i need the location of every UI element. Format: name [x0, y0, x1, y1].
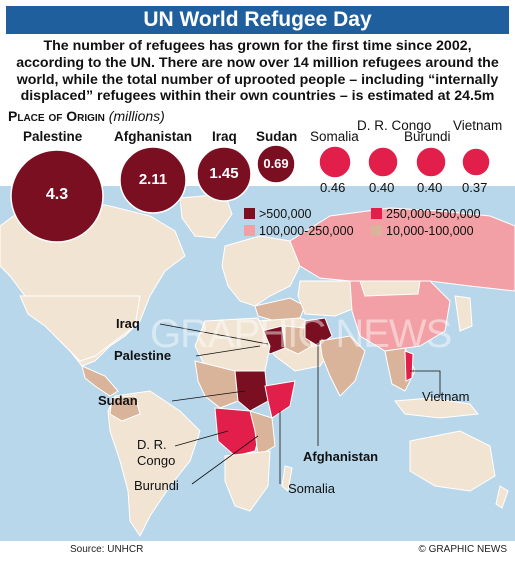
section-unit: (millions): [108, 108, 165, 124]
legend-label: 100,000-250,000: [259, 224, 354, 238]
callout-somalia: Somalia: [288, 481, 335, 496]
bubble-afghanistan: [119, 146, 187, 214]
legend-label: 10,000-100,000: [386, 224, 474, 238]
label-drcongo: D. R. Congo: [357, 118, 432, 133]
value-palestine: 4.3: [45, 186, 69, 203]
intro-text: The number of refugees has grown for the…: [16, 38, 499, 105]
legend-10k-100k: 10,000-100,000: [371, 224, 474, 238]
callout-drcongo-line2: Congo: [137, 453, 176, 468]
label-palestine: Palestine: [23, 129, 83, 144]
callout-vietnam: Vietnam: [422, 389, 470, 404]
callout-line-drcongo: [174, 430, 229, 447]
bubble-burundi: [415, 146, 447, 178]
value-drcongo: 0.40: [369, 180, 395, 195]
legend-swatch: [371, 208, 382, 219]
callout-burundi: Burundi: [134, 478, 179, 493]
callout-sudan: Sudan: [98, 393, 138, 408]
callout-iraq: Iraq: [116, 316, 140, 331]
indonesia: [394, 397, 479, 419]
legend-250k-500k: 250,000-500,000: [371, 207, 481, 221]
legend-100k-250k: 100,000-250,000: [244, 224, 354, 238]
south-asia: [319, 335, 366, 397]
europe: [221, 235, 301, 307]
south-america: [107, 390, 201, 537]
callout-line-burundi: [191, 435, 259, 485]
legend-swatch: [244, 208, 255, 219]
legend-over-500k: >500,000: [244, 207, 311, 221]
credit-note: © GRAPHIC NEWS: [418, 544, 508, 555]
china: [349, 280, 451, 352]
callout-palestine: Palestine: [114, 348, 172, 363]
bubble-iraq: [196, 146, 252, 202]
callout-drcongo-line1: D. R.: [137, 437, 167, 452]
legend-label: 250,000-500,000: [386, 207, 481, 221]
russia: [289, 207, 515, 292]
value-vietnam: 0.37: [462, 180, 488, 195]
label-vietnam: Vietnam: [453, 118, 503, 133]
label-somalia: Somalia: [310, 129, 359, 144]
colombia: [109, 395, 141, 422]
label-burundi: Burundi: [404, 129, 451, 144]
watermark: GRAPHIC NEWS: [150, 312, 452, 356]
bubble-somalia: [318, 145, 352, 179]
section-title-text: Place of Origin: [8, 108, 105, 124]
mongolia: [359, 280, 421, 297]
origin-bubbles: [10, 144, 491, 243]
callout-line-sudan: [171, 390, 246, 402]
central-america: [81, 365, 119, 397]
southern-africa: [224, 450, 271, 512]
madagascar: [281, 465, 293, 492]
bubble-drcongo: [367, 146, 399, 178]
sudan-region: [234, 370, 269, 412]
callout-line-vietnam: [410, 370, 441, 396]
source-note: Source: UNHCR: [70, 544, 144, 555]
legend-swatch: [244, 225, 255, 236]
australia: [409, 430, 496, 492]
bubble-palestine: [10, 149, 104, 243]
section-title: Place of Origin (millions): [8, 108, 165, 124]
label-sudan: Sudan: [256, 129, 298, 144]
label-afghanistan: Afghanistan: [114, 129, 193, 144]
japan-korea: [454, 295, 473, 332]
label-iraq: Iraq: [212, 129, 237, 144]
usa: [19, 295, 141, 362]
value-burundi: 0.40: [417, 180, 443, 195]
legend-label: >500,000: [259, 207, 312, 221]
legend-swatch: [371, 225, 382, 236]
callout-line-palestine: [195, 345, 261, 357]
callout-line-iraq: [159, 323, 269, 345]
vietnam-region: [404, 350, 414, 382]
value-iraq: 1.45: [209, 165, 239, 182]
horn-of-africa: [264, 380, 296, 419]
value-somalia: 0.46: [320, 180, 346, 195]
value-afghanistan: 2.11: [138, 171, 168, 188]
bubble-vietnam: [461, 147, 491, 177]
bubble-sudan: [256, 144, 296, 184]
page-title: UN World Refugee Day: [6, 6, 509, 34]
value-sudan: 0.69: [263, 156, 289, 171]
new-zealand: [495, 485, 509, 509]
callout-afghanistan: Afghanistan: [303, 449, 379, 464]
